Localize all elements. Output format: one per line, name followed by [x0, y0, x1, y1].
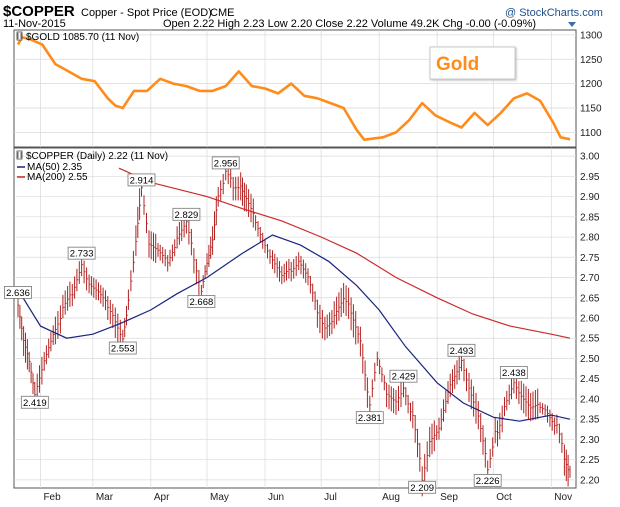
- copper-y-tick-label: 2.75: [580, 253, 600, 264]
- x-tick-label: Mar: [96, 492, 114, 503]
- annotation-box: [355, 411, 384, 425]
- x-tick-label: Oct: [496, 492, 512, 503]
- copper-y-tick-label: 2.60: [580, 314, 600, 325]
- copper-y-tick-label: 2.45: [580, 374, 600, 385]
- chevron-down-icon[interactable]: [568, 22, 576, 27]
- copper-y-tick-label: 2.25: [580, 455, 600, 466]
- gold-y-tick-label: 1150: [580, 104, 602, 115]
- ma200-line: [118, 167, 571, 339]
- annotation-box: [408, 480, 437, 494]
- copper-y-tick-label: 2.80: [580, 233, 600, 244]
- annotation-label: 2.914: [130, 175, 154, 186]
- gold-legend-label: $GOLD 1085.70 (11 Nov): [26, 32, 139, 43]
- copper-y-tick-label: 2.90: [580, 192, 600, 203]
- copper-y-tick-label: 2.50: [580, 354, 600, 365]
- annotation-label: 2.956: [214, 158, 238, 169]
- gold-price-line: [16, 36, 571, 141]
- copper-y-tick-label: 2.85: [580, 212, 600, 223]
- copper-y-tick-label: 2.70: [580, 273, 600, 284]
- copper-y-tick-label: 3.00: [580, 152, 600, 163]
- gold-y-tick-label: 1200: [580, 79, 603, 90]
- annotation-box: [211, 156, 240, 170]
- annotation-label: 2.829: [175, 210, 199, 221]
- annotation-box: [473, 473, 502, 487]
- annotation-label: 2.429: [392, 372, 416, 383]
- x-tick-label: Nov: [554, 492, 572, 503]
- copper-y-tick-label: 2.95: [580, 172, 600, 183]
- ma50-line: [17, 234, 571, 422]
- chart-symbol: $COPPER: [3, 3, 75, 20]
- annotation-label: 2.419: [23, 398, 47, 409]
- gold-callout: Gold: [429, 46, 516, 80]
- copper-y-tick-label: 2.65: [580, 293, 600, 304]
- x-tick-label: Jun: [268, 492, 284, 503]
- annotation-box: [187, 295, 216, 308]
- annotation-box: [447, 343, 476, 357]
- copper-y-tick-label: 2.30: [580, 435, 600, 446]
- axis-ticks: Feb Mar Apr May Jun Jul Aug Sep Oct Nov 1100 1150 12…: [43, 30, 602, 503]
- annotation-box: [172, 207, 201, 221]
- gold-y-tick-label: 1100: [580, 128, 602, 139]
- chart-date: 11-Nov-2015: [3, 18, 66, 30]
- annotation-label: 2.636: [6, 288, 30, 299]
- annotation-box: [127, 173, 156, 187]
- annotations: 2.636 2.419 2.733 2.553 2.914 2.829 2.668 2.956…: [4, 156, 528, 494]
- watermark: @ StockCharts.com: [505, 7, 603, 19]
- gold-y-tick-label: 1300: [580, 30, 603, 41]
- annotation-label: 2.381: [358, 413, 382, 424]
- annotation-box: [67, 246, 96, 260]
- copper-legend-label: $COPPER (Daily) 2.22 (11 Nov): [26, 151, 168, 162]
- x-tick-label: Feb: [43, 492, 61, 503]
- copper-y-tick-label: 2.35: [580, 415, 600, 426]
- annotation-label: 2.438: [502, 368, 526, 379]
- copper-y-tick-label: 2.55: [580, 334, 600, 345]
- annotation-box: [499, 366, 528, 379]
- annotation-label: 2.733: [70, 249, 94, 260]
- x-tick-label: Sep: [440, 492, 458, 503]
- x-tick-label: Aug: [382, 492, 400, 503]
- ma200-legend-label: MA(200) 2.55: [27, 172, 88, 183]
- copper-y-tick-label: 2.40: [580, 394, 600, 405]
- chart-stats: Open 2.22 High 2.23 Low 2.20 Close 2.22 …: [163, 18, 536, 30]
- ma50-legend-label: MA(50) 2.35: [27, 162, 82, 173]
- annotation-label: 2.553: [111, 344, 135, 355]
- annotation-box: [389, 369, 418, 383]
- annotation-label: 2.668: [189, 297, 213, 308]
- x-tick-label: Apr: [154, 492, 170, 503]
- gold-legend: $GOLD 1085.70 (11 Nov): [16, 31, 139, 43]
- gold-y-tick-label: 1250: [580, 55, 603, 66]
- annotation-label: 2.209: [410, 483, 434, 494]
- annotation-box: [4, 286, 32, 299]
- annotation-label: 2.226: [476, 476, 500, 487]
- copper-y-tick-label: 2.20: [580, 475, 600, 486]
- copper-legend: $COPPER (Daily) 2.22 (11 Nov) MA(50) 2.3…: [16, 150, 168, 183]
- annotation-box: [108, 341, 137, 355]
- x-tick-label: Jul: [324, 492, 337, 503]
- gold-callout-label: Gold: [436, 54, 479, 75]
- annotation-box: [20, 395, 49, 409]
- chart-description: Copper - Spot Price (EOD): [81, 7, 212, 19]
- annotation-label: 2.493: [450, 346, 474, 357]
- chart-exchange: CME: [210, 7, 234, 19]
- x-tick-label: May: [210, 492, 229, 503]
